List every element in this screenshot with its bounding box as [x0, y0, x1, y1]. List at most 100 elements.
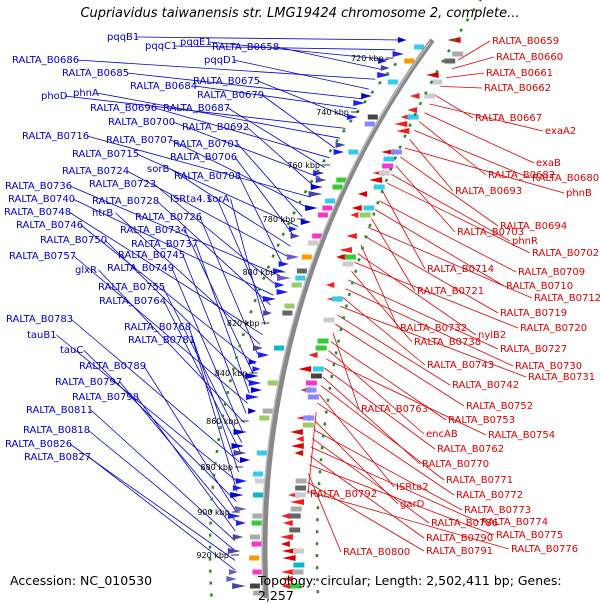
feature-box	[331, 296, 343, 302]
feature-box	[317, 338, 329, 344]
gene-label-reverse: RALTA_B0786	[431, 518, 498, 529]
tick-label: 820 kbp	[227, 319, 260, 328]
gene-label-forward: RALTA_B0757	[9, 251, 76, 262]
reverse-gene-arrow	[294, 450, 304, 456]
feature-box	[290, 506, 302, 512]
label-leader-line	[345, 288, 514, 367]
gene-label-forward: RALTA_B0685	[62, 68, 129, 79]
label-leader-line	[209, 41, 389, 61]
forward-gene-arrow	[315, 177, 327, 183]
gene-label-reverse: RALTA_B0660	[496, 52, 563, 63]
label-leader-line	[69, 185, 281, 277]
reverse-gene-arrow	[298, 366, 312, 372]
label-leader-line	[195, 243, 250, 394]
label-leader-line	[354, 262, 519, 329]
gene-label-reverse: RALTA_B0662	[484, 83, 551, 94]
tick-label: 780 kbp	[263, 215, 296, 224]
forward-gene-arrow	[230, 492, 244, 498]
label-leader-line	[307, 482, 425, 552]
gene-label-forward: RALTA_B0700	[108, 117, 175, 128]
gene-label-reverse: RALTA_B0659	[492, 36, 559, 47]
gene-label-reverse: RALTA_B0693	[455, 186, 522, 197]
label-leader-line	[452, 56, 495, 70]
gene-label-forward: phoD	[41, 91, 68, 102]
feature-box	[452, 51, 464, 57]
gene-label-reverse: RALTA_B0753	[448, 415, 515, 426]
feature-box	[284, 303, 295, 309]
gene-label-forward: glxR	[75, 265, 97, 276]
gene-label-forward: RALTA_B0749	[107, 263, 174, 274]
gene-label-forward: RALTA_B0708	[174, 171, 241, 182]
label-leader-line	[326, 358, 487, 436]
forward-gene-arrow	[258, 352, 270, 358]
feature-box	[253, 492, 264, 498]
forward-gene-arrow	[235, 520, 246, 526]
reverse-gene-arrow	[279, 534, 293, 540]
forward-gene-arrow	[248, 380, 262, 386]
reverse-gene-arrow	[369, 177, 382, 183]
reverse-gene-arrow	[290, 499, 305, 505]
feature-box	[364, 121, 375, 127]
gene-label-forward: ISRta4.1	[170, 194, 212, 205]
gene-label-forward: RALTA_B0686	[12, 55, 79, 66]
reverse-gene-arrow	[282, 520, 293, 526]
feature-box	[305, 387, 317, 393]
forward-gene-arrow	[250, 387, 263, 393]
forward-gene-arrow	[276, 289, 289, 295]
label-leader-line	[227, 107, 325, 168]
gene-label-reverse: RALTA_B0790	[426, 533, 493, 544]
feature-box	[373, 184, 385, 190]
tick-label: 920 kbp	[196, 551, 229, 560]
gene-label-forward: pqqC1	[145, 41, 177, 52]
label-leader-line	[360, 244, 399, 329]
label-leader-line	[371, 218, 416, 292]
label-leader-line	[115, 212, 261, 345]
label-leader-line	[70, 318, 240, 463]
gene-label-forward: sorB	[147, 164, 169, 175]
gene-label-reverse: RALTA_B0721	[417, 286, 484, 297]
label-leader-line	[306, 490, 510, 550]
forward-gene-arrow	[313, 170, 325, 176]
forward-gene-arrow	[380, 65, 390, 71]
label-leader-line	[257, 80, 352, 119]
gene-label-reverse: RALTA_B0752	[466, 401, 533, 412]
forward-gene-arrow	[310, 184, 323, 190]
label-leader-line	[163, 300, 241, 453]
gene-label-forward: RALTA_B0658	[212, 42, 279, 53]
gene-label-reverse: RALTA_B0771	[446, 475, 513, 486]
gene-label-forward: RALTA_B0736	[5, 181, 72, 192]
reverse-gene-arrow	[290, 443, 304, 449]
label-leader-line	[386, 182, 531, 254]
gene-label-reverse: RALTA_B0743	[427, 360, 494, 371]
gene-label-reverse: RALTA_B0754	[488, 430, 555, 441]
gene-label-reverse: RALTA_B0680	[532, 173, 599, 184]
label-leader-line	[332, 332, 360, 410]
label-leader-line	[337, 314, 451, 386]
forward-gene-arrow	[252, 345, 264, 351]
gene-label-reverse: RALTA_B0775	[496, 530, 563, 541]
gene-label-reverse: RALTA_B0731	[528, 372, 595, 383]
label-leader-line	[399, 156, 499, 227]
gene-label-reverse: RALTA_B0714	[427, 264, 494, 275]
forward-gene-arrow	[278, 261, 289, 267]
label-leader-line	[311, 446, 480, 523]
forward-gene-arrow	[233, 450, 247, 456]
forward-gene-arrow	[226, 576, 237, 582]
label-leader-line	[375, 209, 505, 287]
feature-box	[310, 373, 322, 379]
forward-gene-arrow	[263, 310, 273, 316]
label-leader-line	[80, 224, 256, 365]
gene-label-forward: RALTA_B0768	[124, 322, 191, 333]
forward-gene-arrow	[286, 254, 300, 260]
label-leader-line	[313, 429, 463, 511]
forward-gene-arrow	[228, 569, 238, 575]
gene-label-reverse: RALTA_B0667	[475, 113, 542, 124]
reverse-gene-arrow	[346, 233, 357, 239]
gene-label-forward: RALTA_B0675	[193, 76, 260, 87]
label-leader-line	[76, 59, 376, 80]
tick-label: 860 kbp	[206, 417, 239, 426]
gene-label-reverse: RALTA_B0762	[437, 444, 504, 455]
feature-box	[293, 562, 305, 568]
gene-label-forward: RALTA_B0737	[131, 239, 198, 250]
feature-box	[282, 310, 293, 316]
